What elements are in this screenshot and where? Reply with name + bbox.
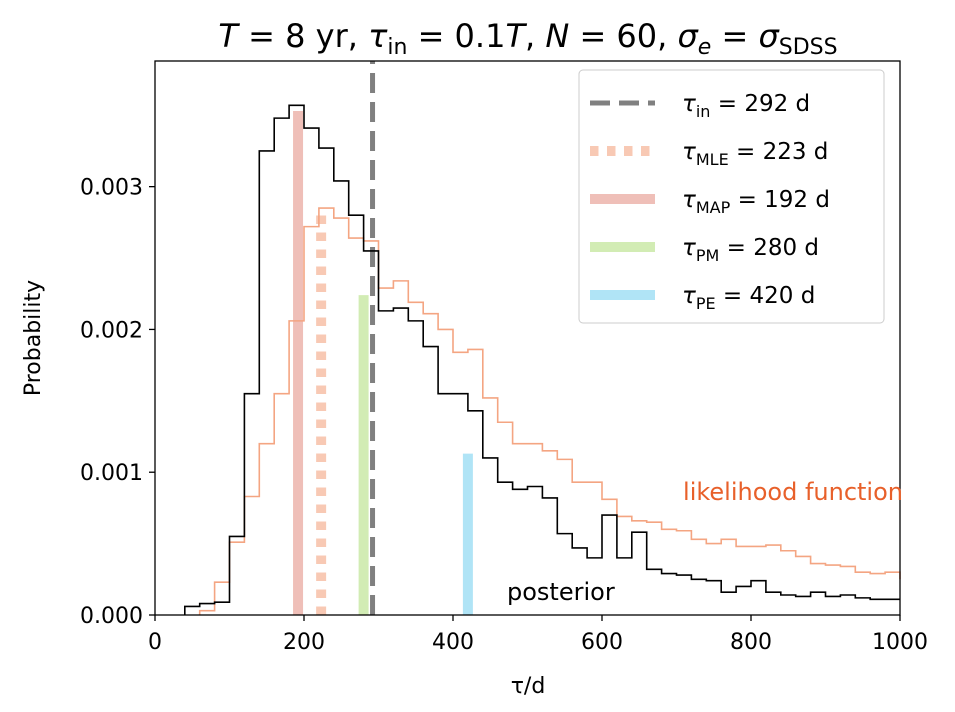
likelihood-function-histogram [198,207,901,615]
x-tick-label: 600 [581,630,623,655]
title-part: N [545,17,569,55]
y-axis-label: Probability [21,280,46,396]
title-part: = 8 yr, [238,17,368,55]
x-axis-label: τ/d [511,674,546,699]
tau-map-legend-label: τMAP = 192 d [682,187,830,217]
x-tick-label: 800 [730,630,772,655]
tau-mle-legend-label: τMLE = 223 d [682,139,828,169]
legend: τin = 292 d τMLE = 223 d τMAP = 192 d τPM =… [578,69,885,324]
title-part: = 0.1 [407,17,505,55]
title-part: τ [368,17,388,55]
tau-in-legend-label: τin = 292 d [682,91,810,121]
reference-lines [293,61,473,615]
title-part: T [218,17,240,55]
title-part: e [698,35,712,60]
title-part: σ [677,17,699,55]
likelihood-annotation: likelihood function [683,478,903,506]
title-part: T [505,17,527,55]
posterior-histogram [184,104,900,615]
title-part: σ [758,17,780,55]
tau-pe-legend-label: τPE = 420 d [682,283,815,313]
axis-ticks: 0 200 400 600 800 1000 0.000 0.001 0.002 0.003 [80,176,928,655]
y-tick-label: 0.000 [80,604,143,629]
chart-title: T = 8 yr, τin = 0.1T, N = 60, σe = σSDSS [218,17,837,60]
y-tick-label: 0.003 [80,176,143,201]
x-tick-label: 400 [432,630,474,655]
title-part: in [387,35,407,60]
x-tick-label: 1000 [872,630,928,655]
legend-box [578,69,885,324]
title-part: SDSS [779,35,838,60]
posterior-annotation: posterior [507,578,615,606]
x-tick-label: 0 [148,630,162,655]
y-tick-label: 0.001 [80,461,143,486]
y-tick-label: 0.002 [80,318,143,343]
title-part: = 60, [569,17,677,55]
title-part: , [525,17,545,55]
tau-pm-legend-label: τPM = 280 d [682,235,819,265]
x-tick-label: 200 [283,630,325,655]
title-part: = [711,17,758,55]
histograms [184,104,901,615]
plot-frame [154,60,901,616]
